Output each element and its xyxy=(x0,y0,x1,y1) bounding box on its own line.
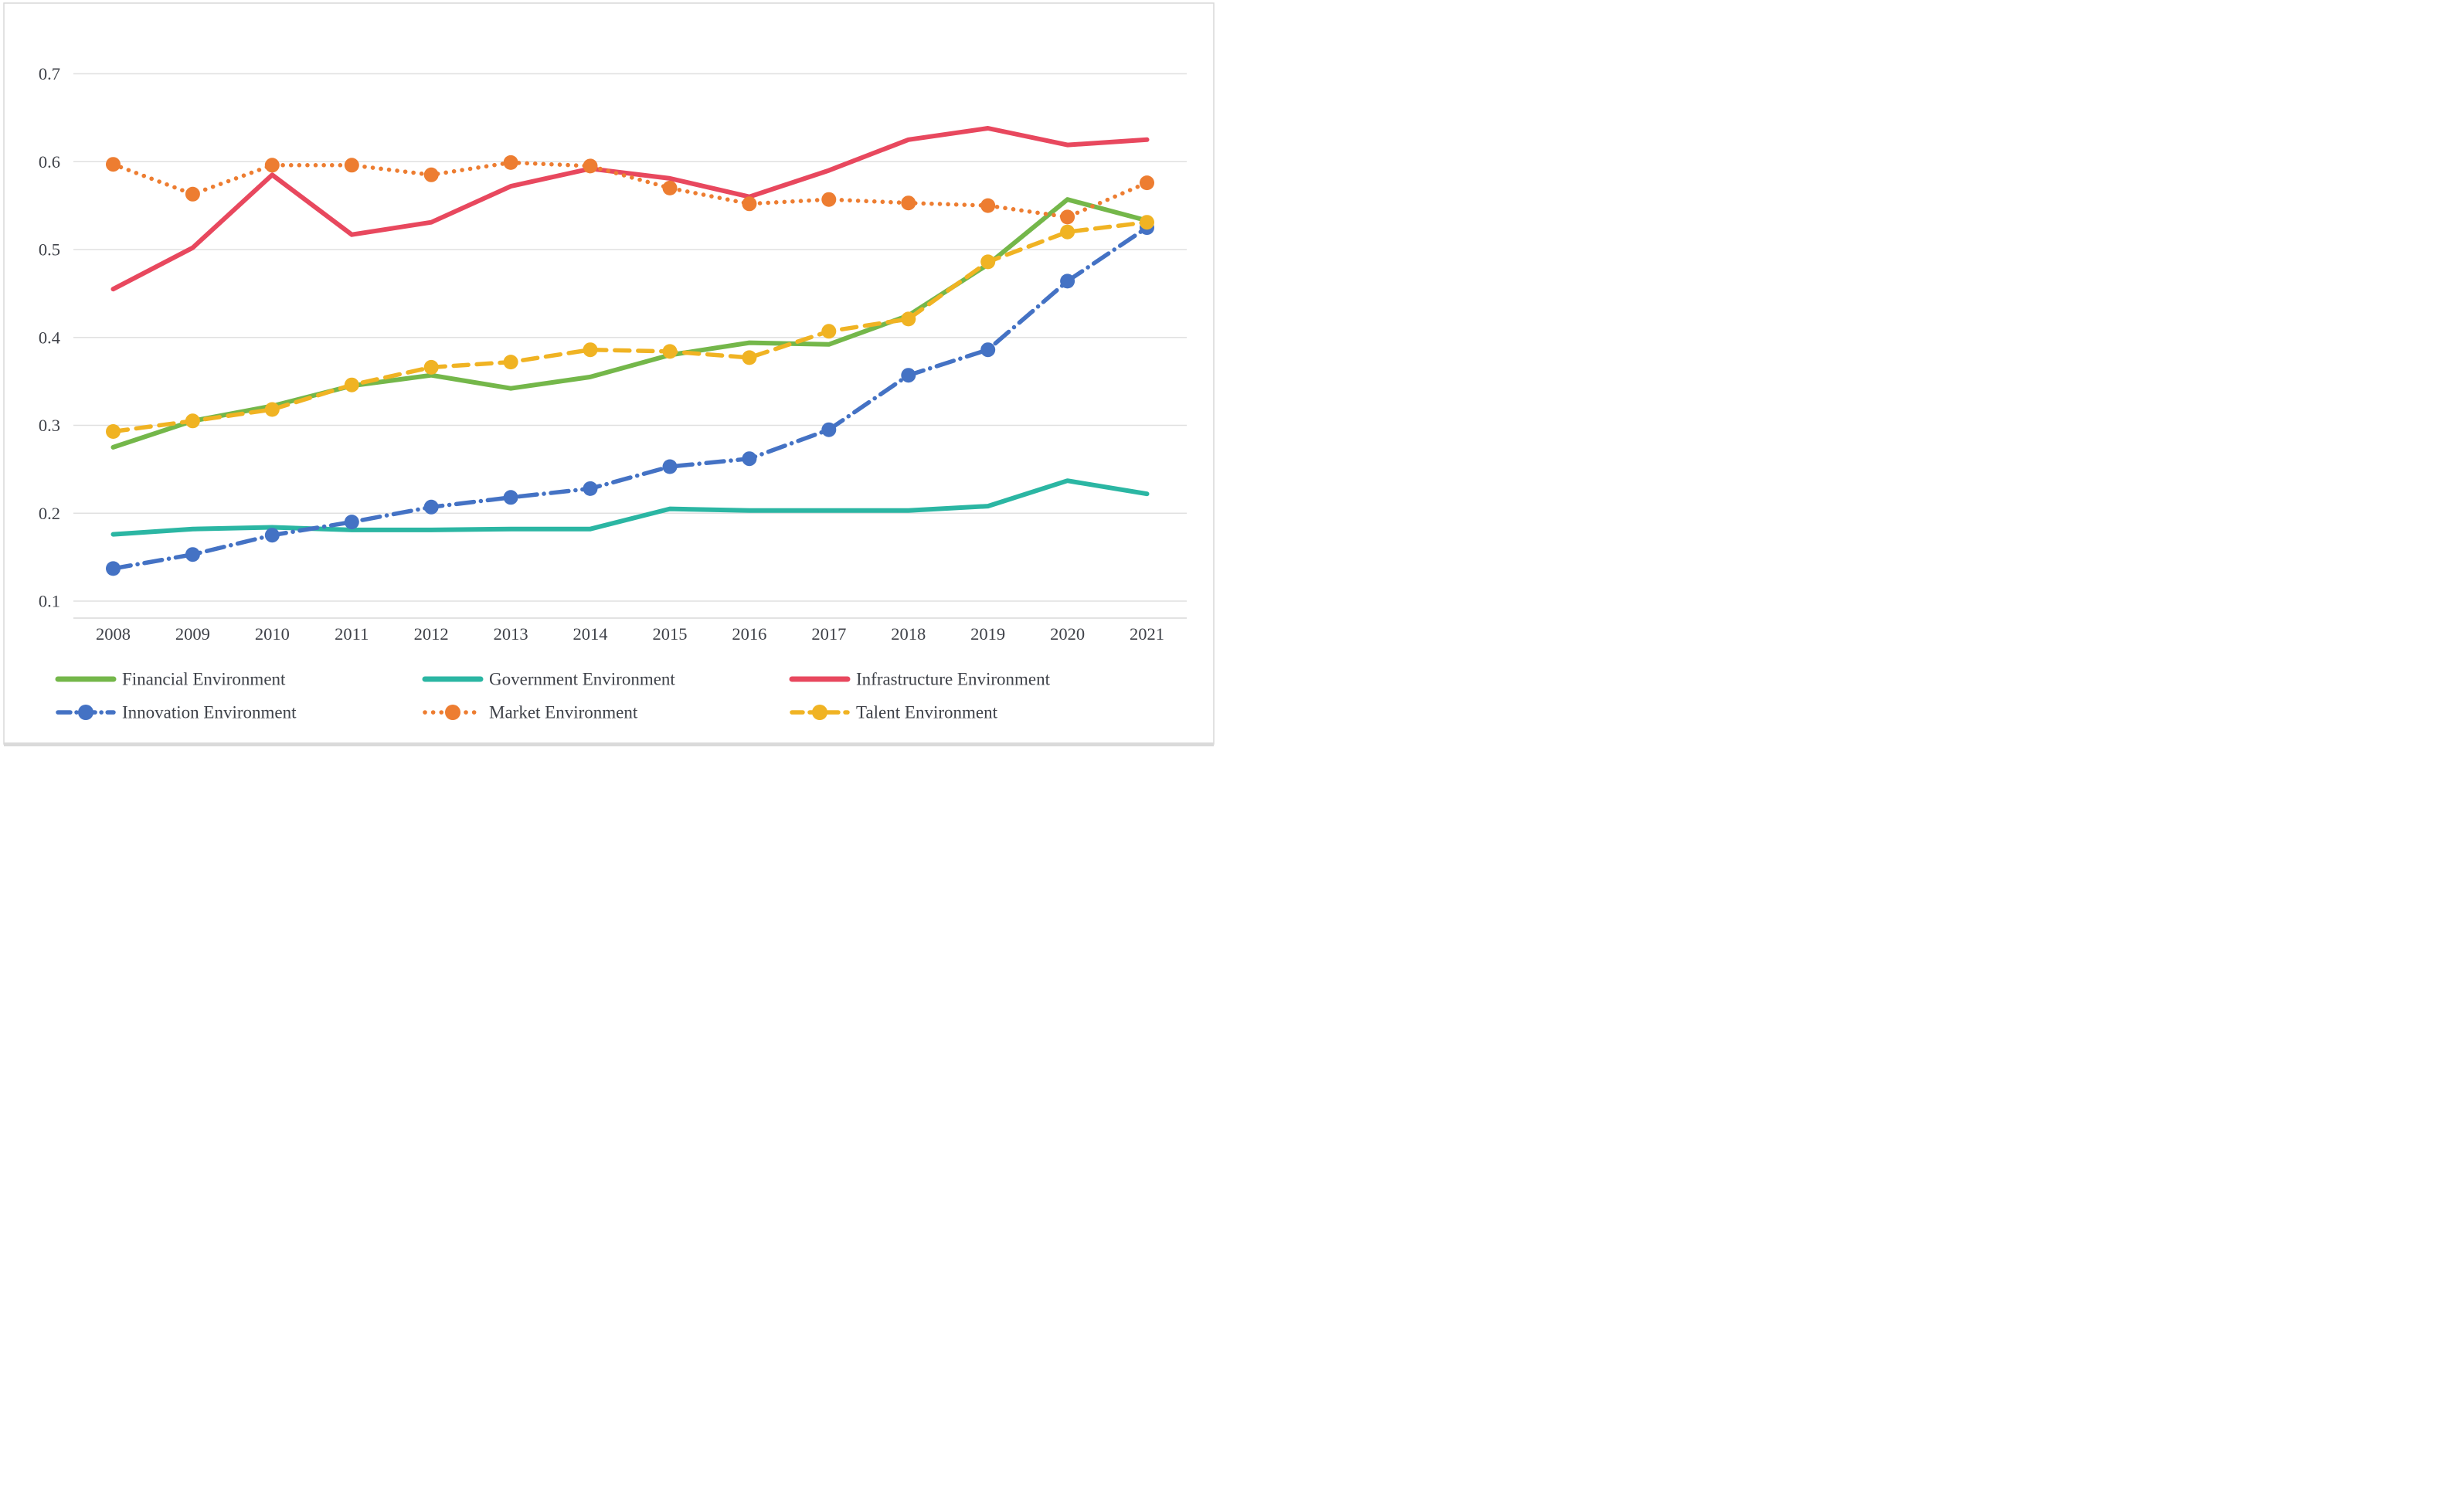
market-environment-marker-2008 xyxy=(106,157,121,172)
gridlines xyxy=(73,73,1187,602)
innovation-environment-marker-2009 xyxy=(185,547,200,562)
legend-label-infrastructure-environment: Infrastructure Environment xyxy=(856,670,1051,689)
innovation-environment-marker-2010 xyxy=(264,528,280,543)
legend-item-market-environment: Market Environment xyxy=(423,703,638,722)
series-innovation-environment xyxy=(106,220,1154,576)
talent-environment-marker-2017 xyxy=(821,324,837,339)
innovation-environment-marker-2017 xyxy=(821,422,837,437)
market-environment-marker-2014 xyxy=(583,158,598,174)
legend-label-talent-environment: Talent Environment xyxy=(856,703,998,722)
chart-figure: 0.1 0.2 0.3 0.4 0.5 0.6 0.7 2008 2009 2010 2011 201… xyxy=(0,0,1222,756)
legend-marker-innovation-environment xyxy=(78,705,93,720)
x-tick-label-2019: 2019 xyxy=(970,624,1005,644)
market-environment-marker-2016 xyxy=(742,196,757,212)
series-market-environment xyxy=(106,155,1154,225)
innovation-environment-marker-2018 xyxy=(901,368,916,383)
talent-environment-marker-2018 xyxy=(901,311,916,327)
market-environment-marker-2009 xyxy=(185,186,200,202)
market-environment-marker-2010 xyxy=(264,158,280,173)
y-tick-label: 0.6 xyxy=(39,152,60,172)
y-tick-label: 0.2 xyxy=(39,504,60,523)
series-infrastructure-environment xyxy=(110,126,1150,292)
x-tick-label-2021: 2021 xyxy=(1130,624,1164,644)
market-environment-marker-2012 xyxy=(423,167,439,182)
legend-item-infrastructure-environment: Infrastructure Environment xyxy=(789,670,1051,689)
y-tick-label: 0.3 xyxy=(39,416,60,435)
innovation-environment-marker-2014 xyxy=(583,481,598,496)
market-environment-marker-2020 xyxy=(1060,209,1075,225)
market-environment-marker-2011 xyxy=(344,158,359,173)
market-environment-marker-2021 xyxy=(1140,175,1154,191)
innovation-environment-line xyxy=(110,225,1150,571)
innovation-environment-marker-2015 xyxy=(662,459,678,474)
talent-environment-marker-2015 xyxy=(662,344,678,359)
infrastructure-environment-line xyxy=(110,126,1150,292)
x-tick-label-2017: 2017 xyxy=(811,624,846,644)
y-tick-label: 0.7 xyxy=(39,64,60,83)
innovation-environment-marker-2008 xyxy=(106,561,121,576)
innovation-environment-marker-2016 xyxy=(742,451,757,467)
government-environment-line xyxy=(110,478,1150,537)
legend-marker-talent-environment xyxy=(812,705,827,720)
innovation-environment-marker-2019 xyxy=(980,342,996,358)
market-environment-marker-2013 xyxy=(503,155,518,170)
market-environment-marker-2018 xyxy=(901,195,916,211)
talent-environment-marker-2009 xyxy=(185,413,200,429)
talent-environment-marker-2012 xyxy=(423,359,439,375)
talent-environment-marker-2020 xyxy=(1060,224,1075,240)
market-environment-marker-2017 xyxy=(821,192,837,207)
line-chart-svg: 0.1 0.2 0.3 0.4 0.5 0.6 0.7 2008 2009 2010 2011 201… xyxy=(0,0,1222,756)
talent-environment-marker-2011 xyxy=(344,377,359,392)
talent-environment-marker-2013 xyxy=(503,355,518,370)
y-tick-label: 0.1 xyxy=(39,592,60,611)
x-tick-label-2008: 2008 xyxy=(96,624,131,644)
y-tick-label: 0.5 xyxy=(39,240,60,260)
talent-environment-marker-2008 xyxy=(106,424,121,439)
x-tick-label-2016: 2016 xyxy=(732,624,766,644)
legend-item-financial-environment: Financial Environment xyxy=(55,670,286,689)
talent-environment-marker-2010 xyxy=(264,402,280,417)
legend: Financial Environment Government Environm… xyxy=(55,670,1051,722)
x-tick-label-2009: 2009 xyxy=(175,624,210,644)
talent-environment-line xyxy=(110,219,1150,434)
x-tick-label-2012: 2012 xyxy=(414,624,449,644)
x-tick-label-2013: 2013 xyxy=(494,624,528,644)
x-tick-label-2014: 2014 xyxy=(573,624,608,644)
x-axis-tick-labels: 2008 2009 2010 2011 2012 2013 2014 2015 2016 2017… xyxy=(96,624,1164,644)
legend-item-innovation-environment: Innovation Environment xyxy=(56,703,297,722)
legend-item-talent-environment: Talent Environment xyxy=(790,703,998,722)
x-tick-label-2010: 2010 xyxy=(255,624,290,644)
market-environment-marker-2019 xyxy=(980,198,996,213)
y-axis-tick-labels: 0.1 0.2 0.3 0.4 0.5 0.6 0.7 xyxy=(39,64,60,611)
x-tick-label-2015: 2015 xyxy=(652,624,687,644)
x-tick-label-2020: 2020 xyxy=(1050,624,1085,644)
talent-environment-marker-2021 xyxy=(1140,215,1154,230)
legend-label-government-environment: Government Environment xyxy=(489,670,675,689)
legend-label-market-environment: Market Environment xyxy=(489,703,638,722)
x-tick-label-2011: 2011 xyxy=(335,624,369,644)
legend-marker-market-environment xyxy=(445,705,460,720)
innovation-environment-marker-2020 xyxy=(1060,274,1075,289)
market-environment-line xyxy=(110,160,1150,219)
talent-environment-marker-2019 xyxy=(980,254,996,270)
y-tick-label: 0.4 xyxy=(39,328,60,347)
legend-label-financial-environment: Financial Environment xyxy=(122,670,286,689)
talent-environment-marker-2014 xyxy=(583,342,598,358)
talent-environment-marker-2016 xyxy=(742,350,757,365)
legend-label-innovation-environment: Innovation Environment xyxy=(122,703,297,722)
x-tick-label-2018: 2018 xyxy=(891,624,926,644)
innovation-environment-marker-2013 xyxy=(503,490,518,505)
innovation-environment-marker-2012 xyxy=(423,499,439,515)
legend-item-government-environment: Government Environment xyxy=(422,670,675,689)
series-talent-environment xyxy=(106,215,1154,439)
innovation-environment-marker-2011 xyxy=(344,515,359,530)
market-environment-marker-2015 xyxy=(662,180,678,195)
series-government-environment xyxy=(110,478,1150,537)
figure-background xyxy=(0,0,1222,756)
